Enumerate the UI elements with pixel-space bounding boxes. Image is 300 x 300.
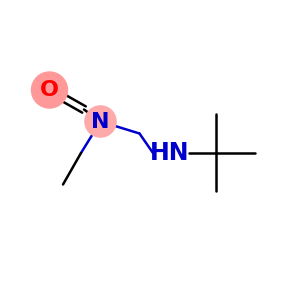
Text: N: N xyxy=(91,112,110,131)
Circle shape xyxy=(85,106,116,137)
Text: O: O xyxy=(40,80,59,100)
Text: HN: HN xyxy=(150,141,189,165)
Circle shape xyxy=(32,72,68,108)
